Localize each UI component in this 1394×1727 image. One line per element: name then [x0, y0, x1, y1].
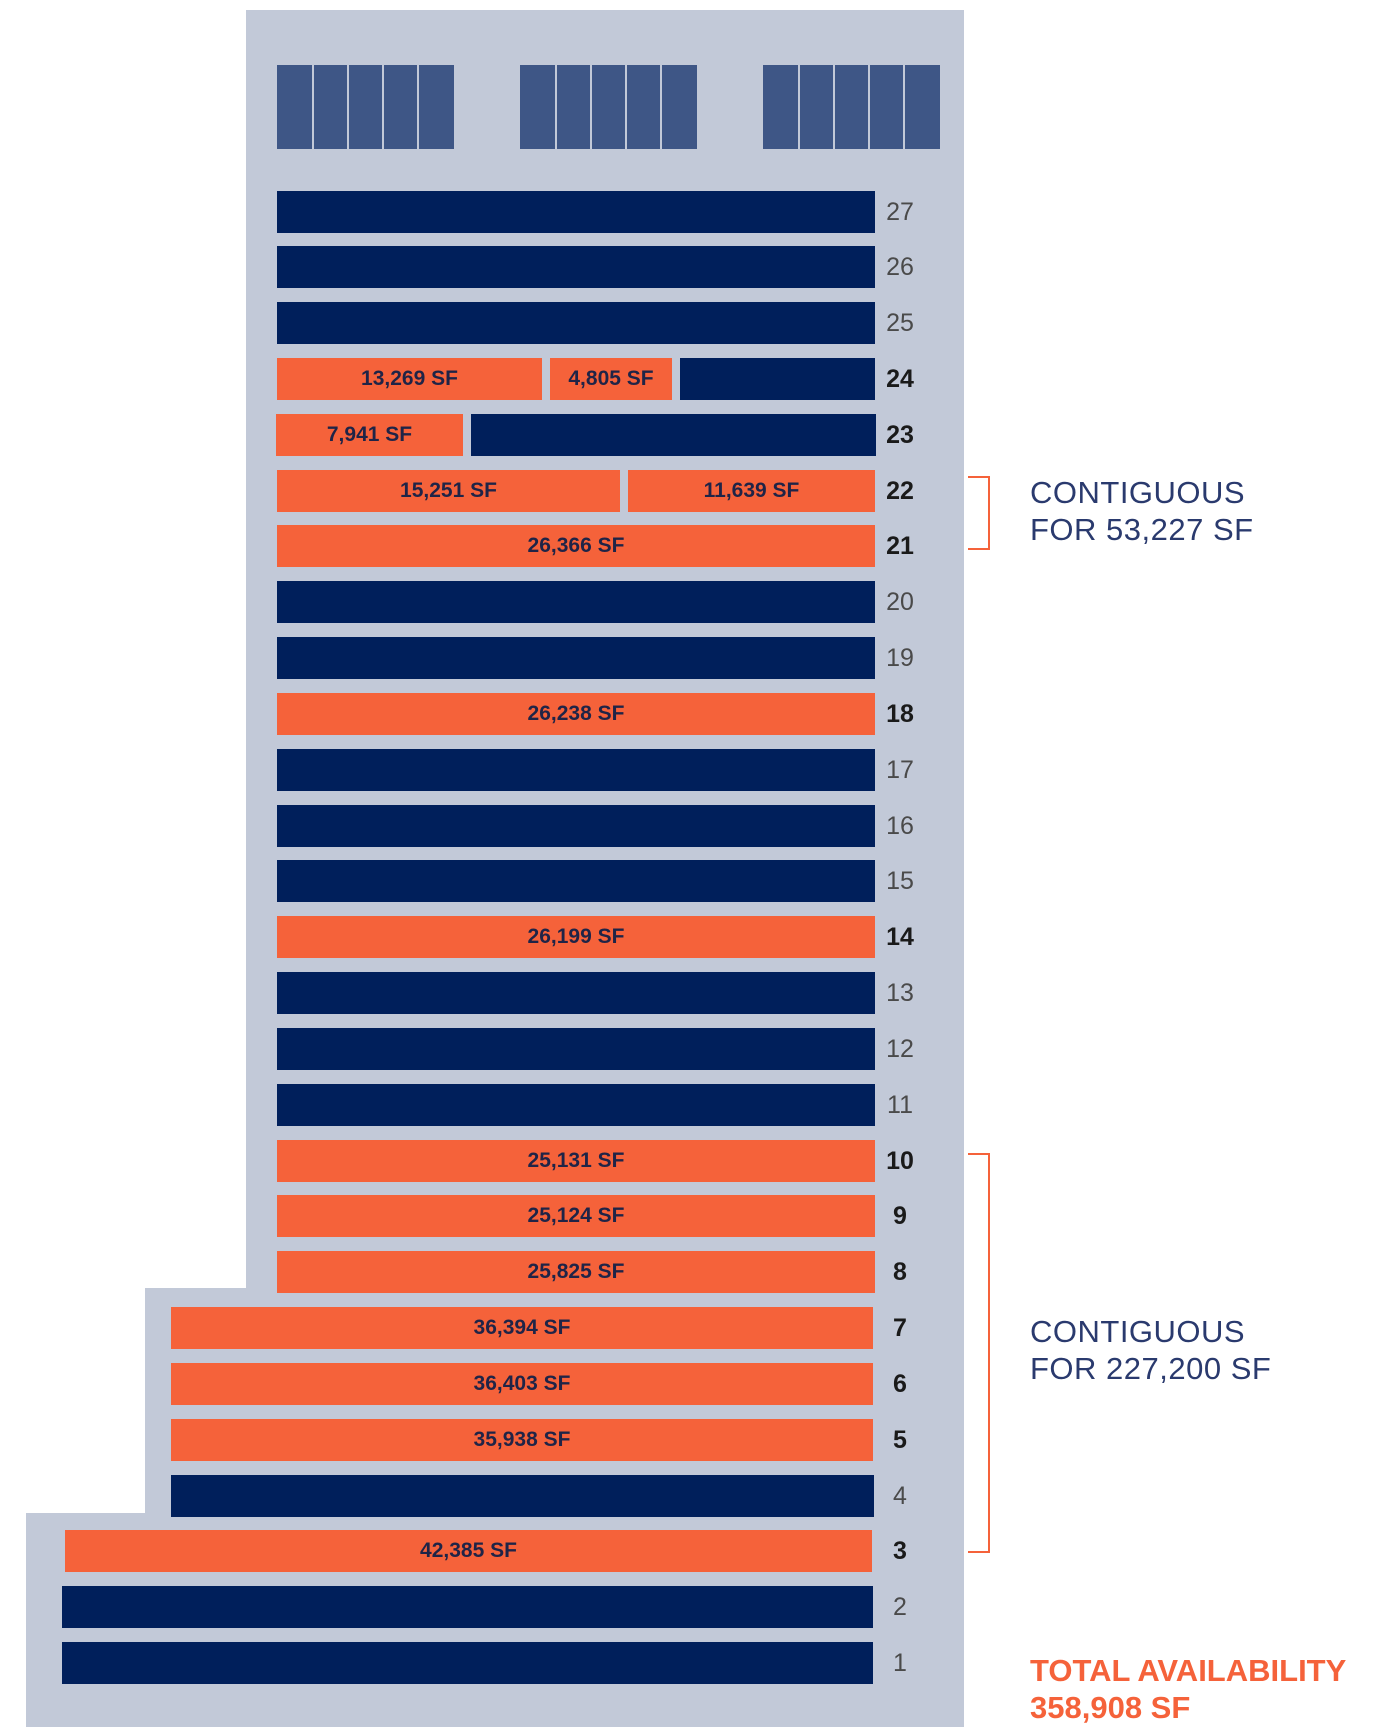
crown-mullion	[833, 65, 835, 149]
crown-mullion	[590, 65, 592, 149]
floor-7-full[interactable]: 36,394 SF	[171, 1307, 873, 1349]
total-availability-label: TOTAL AVAILABILITY	[1030, 1653, 1347, 1688]
floor-19-occupied	[277, 637, 875, 679]
floor-label-13: 13	[886, 979, 914, 1007]
floor-13-occupied	[277, 972, 875, 1014]
floor-label-3: 3	[893, 1537, 907, 1565]
crown-mullion	[660, 65, 662, 149]
floor-label-14: 14	[886, 923, 914, 951]
crown-mullion	[312, 65, 314, 149]
floor-label-2: 2	[893, 1593, 907, 1621]
floor-24-suite-a[interactable]: 13,269 SF	[277, 358, 542, 400]
floor-16-occupied	[277, 805, 875, 847]
floor-27-occupied	[277, 191, 875, 233]
floor-15-occupied	[277, 860, 875, 902]
contiguous-note-upper-line2: FOR 53,227 SF	[1030, 512, 1254, 547]
floor-6-full[interactable]: 36,403 SF	[171, 1363, 873, 1405]
crown-panel-center	[520, 65, 697, 149]
floor-5-full[interactable]: 35,938 SF	[171, 1419, 873, 1461]
floor-18-full[interactable]: 26,238 SF	[277, 693, 875, 735]
floor-9-full[interactable]: 25,124 SF	[277, 1195, 875, 1237]
floor-20-occupied	[277, 581, 875, 623]
floor-label-6: 6	[893, 1370, 907, 1398]
contiguous-note-lower-line2: FOR 227,200 SF	[1030, 1351, 1272, 1386]
total-availability: TOTAL AVAILABILITY 358,908 SF	[1030, 1652, 1346, 1726]
floor-label-5: 5	[893, 1426, 907, 1454]
crown-mullion	[903, 65, 905, 149]
floor-label-19: 19	[886, 644, 914, 672]
floor-12-occupied	[277, 1028, 875, 1070]
floor-8-full[interactable]: 25,825 SF	[277, 1251, 875, 1293]
floor-26-occupied	[277, 246, 875, 288]
contiguous-note-lower-line1: CONTIGUOUS	[1030, 1314, 1246, 1349]
contiguous-note-upper-line1: CONTIGUOUS	[1030, 475, 1246, 510]
crown-mullion	[798, 65, 800, 149]
crown-panel-right	[763, 65, 940, 149]
crown-mullion	[417, 65, 419, 149]
crown-mullion	[347, 65, 349, 149]
floor-24-occupied	[680, 358, 875, 400]
floor-label-11: 11	[887, 1091, 913, 1119]
floor-label-12: 12	[886, 1035, 914, 1063]
floor-label-9: 9	[893, 1202, 907, 1230]
floor-21-full[interactable]: 26,366 SF	[277, 525, 875, 567]
crown-mullion	[868, 65, 870, 149]
floor-label-27: 27	[886, 198, 914, 226]
floor-label-15: 15	[886, 867, 914, 895]
total-availability-value: 358,908 SF	[1030, 1690, 1191, 1725]
floor-label-4: 4	[893, 1482, 907, 1510]
floor-label-21: 21	[886, 532, 914, 560]
floor-label-18: 18	[886, 700, 914, 728]
floor-label-23: 23	[886, 421, 914, 449]
floor-1-occupied	[62, 1642, 873, 1684]
floor-label-20: 20	[886, 588, 914, 616]
floor-23-occupied	[471, 414, 876, 456]
floor-label-1: 1	[893, 1649, 907, 1677]
floor-23-suite-a[interactable]: 7,941 SF	[276, 414, 463, 456]
crown-panel-left	[277, 65, 454, 149]
floor-label-26: 26	[886, 253, 914, 281]
floor-label-25: 25	[886, 309, 914, 337]
floor-3-full[interactable]: 42,385 SF	[65, 1530, 872, 1572]
floor-14-full[interactable]: 26,199 SF	[277, 916, 875, 958]
floor-label-7: 7	[893, 1314, 907, 1342]
crown-mullion	[382, 65, 384, 149]
floor-label-22: 22	[886, 477, 914, 505]
contiguous-bracket-lower	[968, 1153, 990, 1553]
contiguous-note-upper: CONTIGUOUS FOR 53,227 SF	[1030, 474, 1254, 548]
floor-label-10: 10	[886, 1147, 914, 1175]
floor-label-8: 8	[893, 1258, 907, 1286]
floor-22-suite-b[interactable]: 11,639 SF	[628, 470, 875, 512]
floor-17-occupied	[277, 749, 875, 791]
floor-label-16: 16	[886, 812, 914, 840]
floor-22-suite-a[interactable]: 15,251 SF	[277, 470, 620, 512]
floor-24-suite-b[interactable]: 4,805 SF	[550, 358, 672, 400]
contiguous-note-lower: CONTIGUOUS FOR 227,200 SF	[1030, 1313, 1271, 1387]
floor-label-17: 17	[886, 756, 914, 784]
crown-mullion	[625, 65, 627, 149]
floor-4-occupied	[171, 1475, 874, 1517]
floor-label-24: 24	[886, 365, 914, 393]
contiguous-bracket-upper	[968, 476, 990, 550]
floor-10-full[interactable]: 25,131 SF	[277, 1140, 875, 1182]
floor-2-occupied	[62, 1586, 873, 1628]
crown-mullion	[555, 65, 557, 149]
floor-11-occupied	[277, 1084, 875, 1126]
floor-25-occupied	[277, 302, 875, 344]
